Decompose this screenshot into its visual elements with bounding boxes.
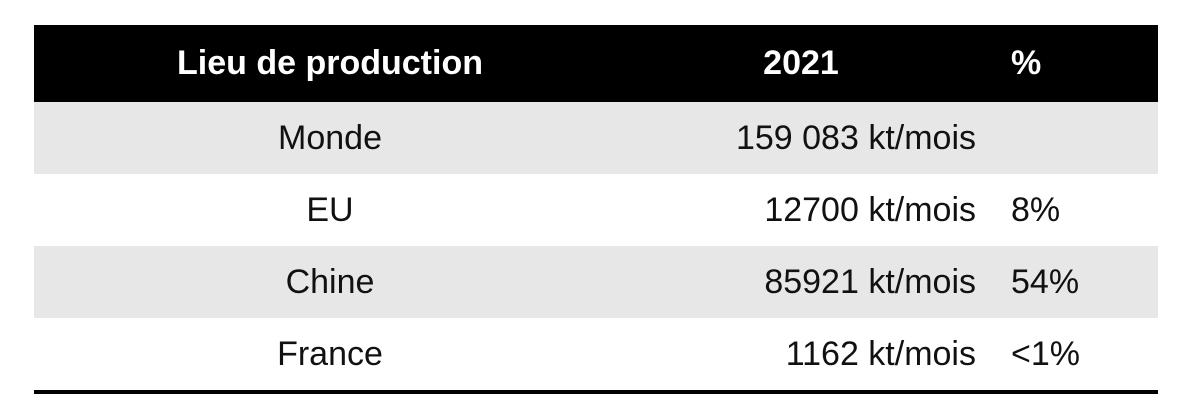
cell-place: Chine bbox=[285, 262, 375, 301]
header-place: Lieu de production bbox=[177, 44, 483, 82]
cell-percent: 54% bbox=[1011, 262, 1080, 301]
cell-place: Monde bbox=[278, 118, 382, 157]
table-row: France 1162 kt/mois <1% bbox=[34, 318, 1158, 390]
header-year: 2021 bbox=[763, 44, 839, 82]
production-table: Lieu de production 2021 % Monde 159 083 … bbox=[34, 25, 1158, 394]
cell-value: 1162 kt/mois bbox=[785, 334, 976, 373]
cell-percent: 8% bbox=[1011, 190, 1061, 229]
table-header-row: Lieu de production 2021 % bbox=[34, 25, 1158, 102]
table-row: Chine 85921 kt/mois 54% bbox=[34, 246, 1158, 318]
cell-value: 159 083 kt/mois bbox=[735, 118, 976, 157]
table-row: EU 12700 kt/mois 8% bbox=[34, 174, 1158, 246]
cell-place: France bbox=[277, 334, 383, 373]
cell-percent: <1% bbox=[1011, 334, 1080, 373]
header-percent: % bbox=[1011, 44, 1042, 82]
table-bottom-rule bbox=[34, 390, 1158, 394]
cell-value: 12700 kt/mois bbox=[764, 190, 976, 229]
cell-place: EU bbox=[306, 190, 354, 229]
cell-value: 85921 kt/mois bbox=[764, 262, 976, 301]
table-row: Monde 159 083 kt/mois bbox=[34, 102, 1158, 174]
